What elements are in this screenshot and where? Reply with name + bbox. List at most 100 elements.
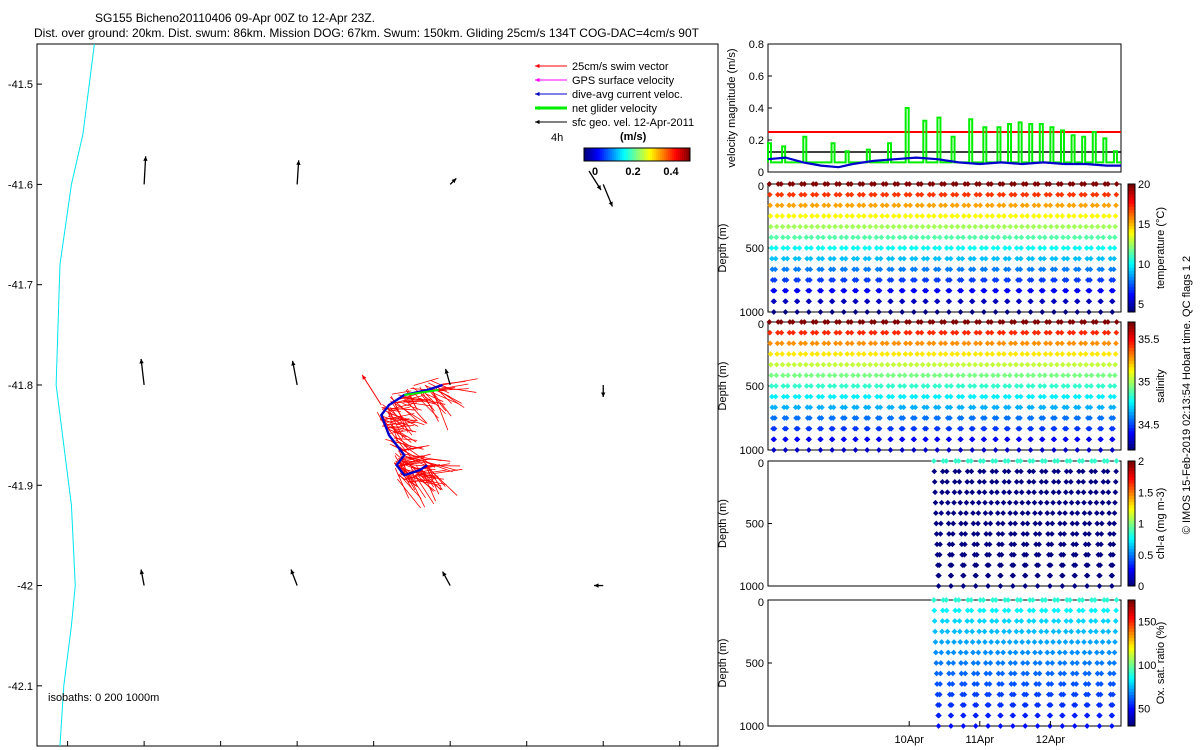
temperature-point — [1037, 266, 1044, 273]
swim-vector-outlier-head — [362, 374, 367, 380]
colorbar-frame — [583, 147, 691, 162]
temperature-point — [1070, 191, 1077, 198]
temperature-point — [889, 266, 895, 273]
temperature-point — [808, 223, 815, 230]
temperature-point — [1105, 181, 1111, 187]
colorbar-swatch — [642, 148, 645, 161]
salinity-point — [930, 329, 937, 336]
geo-velocity-arrow-head — [444, 368, 449, 374]
salinity-point — [1078, 329, 1085, 336]
salinity-point — [1112, 361, 1119, 368]
salinity-point — [961, 329, 968, 336]
temperature-point — [1065, 234, 1071, 241]
salinity-point — [1098, 436, 1104, 443]
salinity-point — [832, 351, 839, 357]
salinity-point — [911, 447, 917, 453]
temperature-point — [911, 298, 918, 305]
chlorophyll-point — [1088, 468, 1095, 475]
temperature-point — [840, 309, 847, 315]
salinity-point — [1018, 383, 1024, 389]
chlorophyll-colorbar-swatch — [1128, 536, 1135, 540]
chlorophyll-point — [1018, 468, 1024, 475]
salinity-point — [1031, 329, 1038, 336]
temperature-point — [891, 202, 897, 209]
temperature-point — [992, 309, 999, 315]
chlorophyll-point — [1006, 489, 1013, 496]
temperature-point — [919, 223, 926, 230]
colorbar-swatch — [654, 148, 657, 161]
salinity-point — [1028, 425, 1035, 432]
salinity-point — [1007, 351, 1014, 357]
chlorophyll-point — [1072, 572, 1078, 579]
salinity-point — [786, 329, 793, 336]
temperature-colorbar-swatch — [1128, 296, 1135, 300]
salinity-point — [1014, 393, 1020, 400]
chlorophyll-colorbar-swatch — [1128, 473, 1135, 478]
chlorophyll-point — [1093, 510, 1100, 516]
salinity-point — [936, 383, 943, 389]
temperature-colorbar-swatch — [1128, 212, 1135, 217]
salinity-point — [1060, 393, 1067, 400]
salinity-point — [1055, 319, 1062, 325]
salinity-point — [831, 372, 838, 379]
temperature-point — [1087, 277, 1093, 283]
temperature-point — [838, 245, 845, 251]
temperature-point — [1030, 234, 1036, 241]
salinity-point — [938, 329, 945, 336]
oxygen-point — [1084, 723, 1090, 729]
salinity-point — [903, 340, 909, 347]
salinity-point — [1043, 319, 1050, 325]
chlorophyll-point — [1017, 458, 1024, 464]
salinity-point — [797, 361, 803, 368]
oxygen-point — [988, 628, 995, 635]
oxygen-point — [1000, 649, 1006, 656]
salinity-point — [1107, 393, 1114, 400]
temperature-point — [971, 255, 977, 262]
velocity-y-tick-label: 0.6 — [749, 71, 764, 83]
temperature-point — [1101, 202, 1108, 209]
salinity-point — [1083, 383, 1090, 389]
temperature-point — [908, 223, 914, 230]
chlorophyll-point — [1097, 562, 1104, 568]
temperature-point — [790, 191, 796, 198]
temperature-point — [976, 181, 983, 187]
temperature-point — [1095, 234, 1101, 241]
temperature-point — [803, 245, 810, 251]
temperature-point — [1072, 245, 1078, 251]
temperature-point — [833, 181, 840, 187]
geo-velocity-arrow — [602, 184, 614, 207]
salinity-point — [780, 372, 786, 379]
oxygen-point — [1018, 607, 1024, 614]
salinity-colorbar-swatch — [1128, 443, 1135, 448]
temperature-point — [827, 245, 833, 251]
salinity-point — [1090, 329, 1096, 336]
oxygen-point — [936, 691, 943, 698]
salinity-point — [1108, 404, 1114, 411]
salinity-point — [895, 340, 902, 347]
salinity-point — [1020, 329, 1026, 336]
salinity-point — [1093, 319, 1100, 325]
temperature-point — [849, 213, 856, 219]
salinity-point — [938, 319, 945, 325]
chlorophyll-point — [1061, 520, 1068, 527]
salinity-point — [771, 425, 778, 432]
temperature-point — [1002, 245, 1008, 251]
chlorophyll-point — [932, 489, 938, 496]
salinity-point — [854, 393, 861, 400]
salinity-point — [872, 351, 879, 357]
chlorophyll-point — [1071, 583, 1078, 589]
oxygen-point — [1112, 618, 1119, 624]
chlorophyll-point — [986, 551, 993, 558]
temperature-point — [991, 266, 997, 273]
chlorophyll-point — [1035, 562, 1042, 568]
oxygen-point — [1035, 712, 1041, 719]
oxygen-point — [1054, 597, 1061, 603]
oxygen-point — [964, 607, 971, 614]
salinity-point — [1001, 351, 1007, 357]
salinity-point — [976, 319, 983, 325]
oxygen-point — [993, 607, 1000, 614]
salinity-point — [1037, 404, 1044, 411]
temperature-point — [768, 223, 774, 230]
time-x-tick-label: 11Apr — [966, 734, 995, 746]
